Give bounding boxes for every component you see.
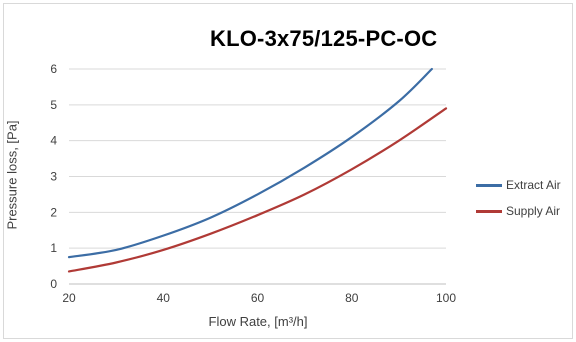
x-tick-label-60: 60	[251, 291, 265, 305]
series-lines	[67, 67, 448, 273]
x-tick-label-40: 40	[157, 291, 171, 305]
legend-item-supply-air: Supply Air	[476, 202, 561, 220]
y-tick-label-2: 2	[50, 205, 57, 219]
grid-lines	[69, 68, 446, 285]
y-tick-label-6: 6	[50, 62, 57, 76]
x-tick-labels: 20 40 60 80 100	[62, 291, 456, 305]
y-tick-label-1: 1	[50, 241, 57, 255]
legend-label-extract-air: Extract Air	[506, 178, 561, 192]
y-tick-label-5: 5	[50, 98, 57, 112]
legend-item-extract-air: Extract Air	[476, 176, 561, 194]
legend-label-supply-air: Supply Air	[506, 204, 561, 218]
chart-frame	[3, 3, 573, 339]
y-tick-label-4: 4	[50, 134, 57, 148]
y-tick-label-3: 3	[50, 170, 57, 184]
y-tick-labels: 0 1 2 3 4 5 6	[50, 62, 57, 291]
chart-title: KLO-3x75/125-PC-OC	[210, 26, 438, 51]
x-tick-label-20: 20	[62, 291, 76, 305]
x-tick-label-100: 100	[436, 291, 456, 305]
y-tick-label-0: 0	[50, 277, 57, 291]
legend-swatch-supply-air	[476, 209, 502, 213]
x-tick-label-80: 80	[345, 291, 359, 305]
series-line-extract-air	[67, 67, 433, 259]
legend-swatch-extract-air	[476, 183, 502, 187]
series-line-supply-air	[67, 107, 448, 273]
legend: Extract Air Supply Air	[476, 176, 561, 228]
x-axis-label: Flow Rate, [m³/h]	[208, 314, 308, 329]
